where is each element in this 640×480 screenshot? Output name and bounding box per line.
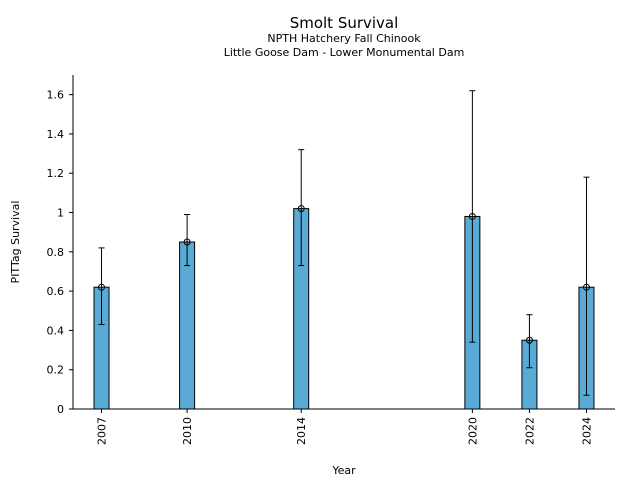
x-tick-label: 2014 xyxy=(295,417,308,445)
data-point-marker xyxy=(468,212,476,220)
bar xyxy=(179,241,196,410)
data-point-marker xyxy=(525,336,533,344)
data-point-marker xyxy=(183,238,191,246)
data-point-marker xyxy=(582,283,590,291)
y-tick-label: 1.2 xyxy=(47,167,65,180)
x-tick-label: 2007 xyxy=(96,417,109,445)
data-point-marker xyxy=(98,283,106,291)
x-axis-label: Year xyxy=(331,464,356,477)
y-tick-label: 0 xyxy=(57,403,64,416)
y-tick-label: 0.6 xyxy=(47,285,65,298)
y-tick-label: 1.6 xyxy=(47,89,65,102)
y-tick-label: 1.4 xyxy=(47,128,65,141)
x-tick-label: 2020 xyxy=(466,417,479,445)
y-axis-label: PITTag Survival xyxy=(9,201,22,284)
chart-subtitle-line-2: Little Goose Dam - Lower Monumental Dam xyxy=(224,46,465,59)
chart-subtitle-line-1: NPTH Hatchery Fall Chinook xyxy=(267,32,421,45)
y-tick-label: 0.2 xyxy=(47,364,65,377)
y-tick-label: 1 xyxy=(57,207,64,220)
y-tick-label: 0.8 xyxy=(47,246,65,259)
y-tick-label: 0.4 xyxy=(47,324,65,337)
plot-area: 0 0.2 0.4 0.6 0.8 1 1.2 1.4 1.6 2007 2010 2014 2020 2… xyxy=(47,89,595,445)
x-tick-label: 2024 xyxy=(580,417,593,445)
x-tick-label: 2010 xyxy=(181,417,194,445)
x-tick-label: 2022 xyxy=(523,417,536,445)
chart-title: Smolt Survival xyxy=(290,14,399,32)
data-point-marker xyxy=(297,205,305,213)
